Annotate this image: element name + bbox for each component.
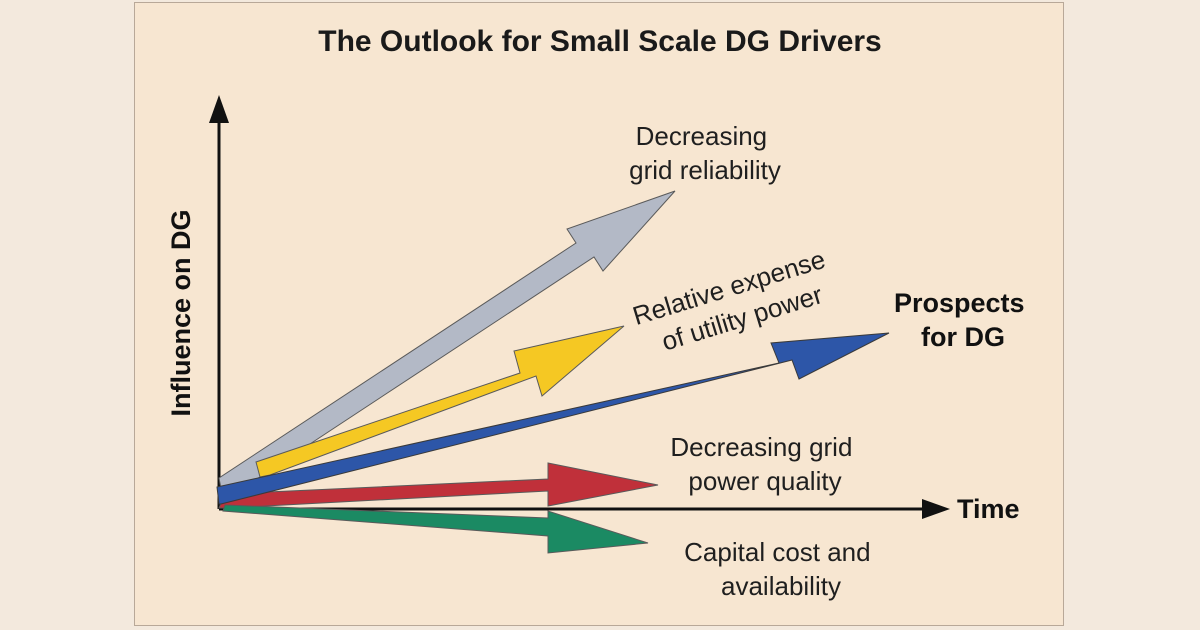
y-axis-arrowhead — [209, 95, 229, 123]
x-axis-label: Time — [957, 494, 1020, 524]
arrow-decreasing-grid-power-quality — [218, 462, 659, 509]
arrow-relative-expense — [255, 325, 625, 478]
diagram-panel: The Outlook for Small Scale DG Drivers I… — [134, 2, 1064, 626]
diagram-title: The Outlook for Small Scale DG Drivers — [318, 25, 882, 58]
diagram-canvas: Influence on DG Time Decreasing grid rel… — [166, 95, 1032, 601]
x-axis-arrowhead — [922, 499, 950, 519]
label-decreasing-grid-reliability: Decreasing grid reliability — [629, 121, 781, 185]
label-capital-cost: Capital cost and availability — [684, 537, 878, 601]
label-prospects-for-dg: Prospects for DG — [894, 288, 1032, 352]
y-axis-label: Influence on DG — [166, 209, 196, 416]
arrow-prospects-for-dg — [216, 332, 890, 505]
arrow-capital-cost — [222, 504, 649, 554]
arrow-decreasing-grid-reliability — [218, 190, 676, 495]
label-decreasing-grid-power-quality: Decreasing grid power quality — [670, 432, 859, 496]
